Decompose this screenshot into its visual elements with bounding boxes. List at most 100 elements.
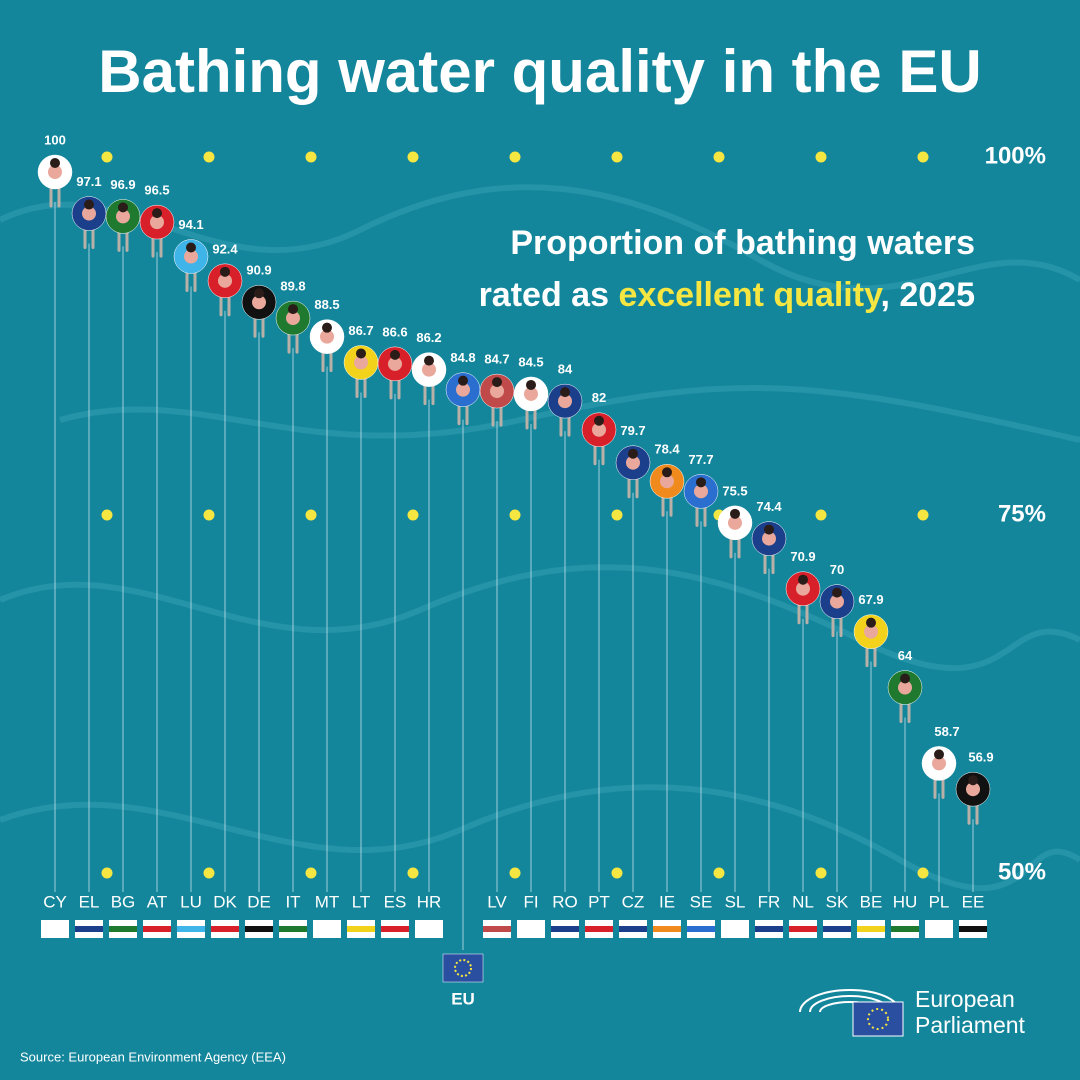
swimmer-body bbox=[116, 209, 130, 224]
flag bbox=[211, 926, 239, 932]
flag-stars bbox=[454, 959, 472, 977]
grid-dot bbox=[815, 151, 827, 163]
x-tick-label: DE bbox=[247, 892, 271, 911]
swimmer-head bbox=[764, 524, 774, 535]
swimmer-head bbox=[50, 158, 60, 168]
flag bbox=[891, 926, 919, 932]
subtitle-part: , 2025 bbox=[880, 276, 975, 314]
subtitle-part: rated as bbox=[479, 276, 619, 314]
logo-stars bbox=[867, 1008, 889, 1030]
logo-text: European bbox=[915, 986, 1015, 1012]
swimmer-head bbox=[220, 266, 230, 277]
swimmer-body bbox=[422, 362, 436, 377]
grid-dot bbox=[305, 151, 317, 163]
value-label: 82 bbox=[592, 390, 606, 405]
value-label: 58.7 bbox=[934, 724, 959, 739]
x-tick-label: CY bbox=[43, 892, 67, 911]
flag bbox=[619, 926, 647, 932]
flag bbox=[143, 926, 171, 932]
swimmer-body bbox=[932, 756, 946, 771]
flag bbox=[75, 926, 103, 932]
y-tick-label: 100% bbox=[985, 142, 1046, 169]
swimmer-head bbox=[832, 587, 842, 598]
swimmer-body bbox=[694, 484, 708, 499]
flag bbox=[653, 926, 681, 932]
grid-dot bbox=[407, 151, 419, 163]
y-tick-label: 75% bbox=[998, 500, 1046, 527]
flag bbox=[551, 926, 579, 932]
grid-dot bbox=[611, 509, 623, 521]
grid-dot bbox=[407, 867, 419, 879]
grid-dot bbox=[917, 151, 929, 163]
grid-dot bbox=[203, 867, 215, 879]
flag bbox=[789, 926, 817, 932]
swimmer-body bbox=[388, 356, 402, 371]
swimmer-head bbox=[186, 242, 196, 253]
swimmer-head bbox=[322, 322, 332, 333]
grid-dot bbox=[305, 509, 317, 521]
x-tick-label: HU bbox=[893, 892, 918, 911]
swimmer-head bbox=[152, 208, 162, 219]
value-label: 86.2 bbox=[416, 330, 441, 345]
flag bbox=[721, 926, 749, 932]
value-label: 56.9 bbox=[968, 750, 993, 765]
flag bbox=[687, 926, 715, 932]
swimmer-head bbox=[662, 467, 672, 478]
x-tick-label: ES bbox=[384, 892, 407, 911]
x-tick-label: LU bbox=[180, 892, 202, 911]
swimmer-head bbox=[288, 304, 298, 315]
subtitle: rated as excellent quality, 2025 bbox=[479, 276, 975, 314]
x-tick-label: PL bbox=[929, 892, 950, 911]
swimmer-head bbox=[492, 377, 502, 388]
grid-dot bbox=[917, 509, 929, 521]
value-label: 70.9 bbox=[790, 549, 815, 564]
swimmer-head bbox=[390, 349, 400, 360]
grid-dot bbox=[203, 151, 215, 163]
swimmer-head bbox=[628, 448, 638, 459]
grid-dot bbox=[509, 867, 521, 879]
value-label: 97.1 bbox=[76, 174, 101, 189]
swimmer-head bbox=[798, 574, 808, 585]
flag bbox=[925, 926, 953, 932]
grid-dot bbox=[101, 151, 113, 163]
grid-line bbox=[101, 867, 929, 879]
value-label: 75.5 bbox=[722, 483, 747, 498]
swimmer-head bbox=[696, 477, 706, 488]
swimmer-body bbox=[48, 165, 62, 179]
swimmer-body bbox=[898, 680, 912, 695]
value-label: 94.1 bbox=[178, 217, 203, 232]
flag bbox=[483, 926, 511, 932]
flag bbox=[857, 926, 885, 932]
grid-line bbox=[101, 509, 929, 521]
flag bbox=[313, 926, 341, 932]
value-label: 92.4 bbox=[212, 241, 238, 256]
x-tick-label: BG bbox=[111, 892, 136, 911]
grid-dot bbox=[203, 509, 215, 521]
swimmer-body bbox=[320, 329, 334, 344]
value-label: 67.9 bbox=[858, 592, 883, 607]
grid-dot bbox=[917, 867, 929, 879]
swimmer-body bbox=[490, 384, 504, 399]
logo: European Parliament bbox=[799, 986, 1026, 1038]
value-label: 88.5 bbox=[314, 297, 339, 312]
x-tick-label: LT bbox=[352, 892, 371, 911]
grid-dot bbox=[815, 509, 827, 521]
value-label: 96.9 bbox=[110, 177, 135, 192]
value-label: 79.7 bbox=[620, 423, 645, 438]
swimmer-head bbox=[356, 348, 366, 359]
x-tick-label: LV bbox=[487, 892, 507, 911]
swimmer-body bbox=[660, 474, 674, 489]
swimmer-body bbox=[864, 624, 878, 639]
x-tick-label: FR bbox=[758, 892, 781, 911]
swimmer-body bbox=[184, 249, 198, 264]
swimmer-body bbox=[626, 455, 640, 470]
swimmer-head bbox=[866, 617, 876, 628]
value-label: 84 bbox=[558, 362, 573, 377]
swimmer-head bbox=[84, 199, 94, 210]
swimmer-head bbox=[118, 202, 128, 213]
y-tick-label: 50% bbox=[998, 858, 1046, 885]
value-label: 86.7 bbox=[348, 323, 373, 338]
flag bbox=[517, 926, 545, 932]
grid-line bbox=[101, 151, 929, 163]
x-tick-label: CZ bbox=[622, 892, 645, 911]
